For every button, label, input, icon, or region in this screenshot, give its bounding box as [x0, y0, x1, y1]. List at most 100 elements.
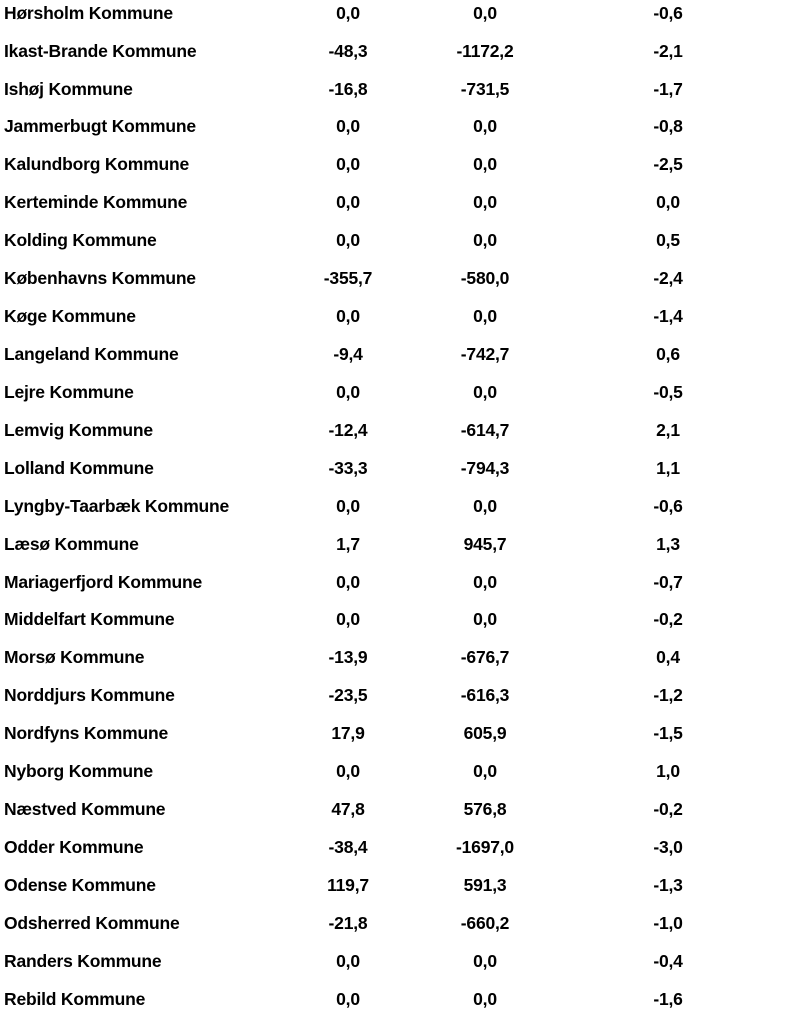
- table-row: Læsø Kommune 1,7 945,7 1,3: [0, 525, 801, 563]
- value-col2: -794,3: [460, 457, 510, 478]
- municipality-name: Lemvig Kommune: [4, 419, 153, 440]
- value-col2: 0,0: [473, 571, 497, 592]
- municipality-name: Odense Kommune: [4, 874, 156, 895]
- value-col3: -2,4: [653, 268, 683, 289]
- value-col3: -1,6: [653, 988, 683, 1009]
- value-col1: -38,4: [328, 836, 368, 857]
- value-col1: 0,0: [336, 154, 360, 175]
- value-col2: -660,2: [460, 912, 510, 933]
- value-col2: 576,8: [463, 799, 507, 820]
- table-row: Københavns Kommune -355,7 -580,0 -2,4: [0, 260, 801, 298]
- municipality-name: Næstved Kommune: [4, 799, 166, 820]
- value-col3: -1,4: [653, 306, 683, 327]
- value-col3: -1,7: [653, 78, 683, 99]
- value-col1: 0,0: [336, 381, 360, 402]
- table-row: Hørsholm Kommune 0,0 0,0 -0,6: [0, 0, 801, 32]
- table-row: Lolland Kommune -33,3 -794,3 1,1: [0, 450, 801, 488]
- value-col2: 0,0: [473, 2, 497, 23]
- municipality-name: Lejre Kommune: [4, 381, 134, 402]
- value-col2: -731,5: [460, 78, 510, 99]
- value-col1: 47,8: [331, 799, 365, 820]
- value-col1: 0,0: [336, 306, 360, 327]
- municipality-name: Hørsholm Kommune: [4, 2, 173, 23]
- value-col2: 0,0: [473, 988, 497, 1009]
- value-col1: -23,5: [328, 685, 368, 706]
- value-col2: 0,0: [473, 381, 497, 402]
- value-col1: 1,7: [336, 533, 360, 554]
- value-col3: -1,2: [653, 685, 683, 706]
- table-row: Odder Kommune -38,4 -1697,0 -3,0: [0, 829, 801, 867]
- table-row: Mariagerfjord Kommune 0,0 0,0 -0,7: [0, 563, 801, 601]
- value-col1: 0,0: [336, 495, 360, 516]
- table-row: Odsherred Kommune -21,8 -660,2 -1,0: [0, 905, 801, 943]
- value-col1: -12,4: [328, 419, 368, 440]
- municipality-name: Ishøj Kommune: [4, 78, 133, 99]
- value-col2: 0,0: [473, 154, 497, 175]
- value-col3: 0,4: [656, 647, 680, 668]
- value-col2: 0,0: [473, 230, 497, 251]
- municipality-name: Odder Kommune: [4, 836, 144, 857]
- table-row: Lyngby-Taarbæk Kommune 0,0 0,0 -0,6: [0, 487, 801, 525]
- value-col1: -13,9: [328, 647, 368, 668]
- municipality-name: Langeland Kommune: [4, 344, 179, 364]
- value-col2: 0,0: [473, 192, 497, 213]
- municipality-name: Kalundborg Kommune: [4, 154, 190, 175]
- table-row: Nyborg Kommune 0,0 0,0 1,0: [0, 753, 801, 791]
- value-col2: -1697,0: [456, 836, 514, 857]
- municipality-name: Kolding Kommune: [4, 230, 157, 251]
- value-col3: -1,5: [653, 723, 683, 744]
- value-col2: 0,0: [473, 950, 497, 971]
- table-row: Langeland Kommune -9,4 -742,7 0,6: [0, 336, 801, 374]
- municipality-name: Lyngby-Taarbæk Kommune: [4, 495, 230, 516]
- municipality-name: Nyborg Kommune: [4, 761, 153, 782]
- value-col1: -16,8: [328, 78, 368, 99]
- value-col2: 605,9: [463, 723, 507, 744]
- value-col3: -1,0: [653, 912, 683, 933]
- value-col3: -1,3: [653, 874, 683, 895]
- table-row: Nordfyns Kommune 17,9 605,9 -1,5: [0, 715, 801, 753]
- municipality-name: Mariagerfjord Kommune: [4, 571, 203, 592]
- value-col1: 0,0: [336, 571, 360, 592]
- value-col1: 0,0: [336, 230, 360, 251]
- value-col1: 0,0: [336, 192, 360, 213]
- value-col3: -2,1: [653, 40, 683, 61]
- table-row: Kolding Kommune 0,0 0,0 0,5: [0, 222, 801, 260]
- value-col1: 0,0: [336, 2, 360, 23]
- municipality-name: Køge Kommune: [4, 306, 136, 327]
- municipality-name: Læsø Kommune: [4, 533, 139, 554]
- value-col3: 1,1: [656, 457, 680, 478]
- value-col3: -0,2: [653, 799, 683, 820]
- value-col3: 1,3: [656, 533, 680, 554]
- table-row: Middelfart Kommune 0,0 0,0 -0,2: [0, 601, 801, 639]
- value-col2: -676,7: [460, 647, 510, 668]
- value-col1: -355,7: [323, 268, 373, 289]
- municipality-name: Ikast-Brande Kommune: [4, 40, 197, 61]
- table-row: Jammerbugt Kommune 0,0 0,0 -0,8: [0, 108, 801, 146]
- table-row: Norddjurs Kommune -23,5 -616,3 -1,2: [0, 677, 801, 715]
- value-col1: 0,0: [336, 988, 360, 1009]
- municipality-name: Nordfyns Kommune: [4, 723, 169, 744]
- value-col3: -0,5: [653, 381, 683, 402]
- table-row: Kerteminde Kommune 0,0 0,0 0,0: [0, 184, 801, 222]
- value-col2: 591,3: [463, 874, 507, 895]
- municipality-name: Jammerbugt Kommune: [4, 116, 196, 137]
- table-row: Odense Kommune 119,7 591,3 -1,3: [0, 867, 801, 905]
- value-col3: 1,0: [656, 761, 680, 782]
- value-col3: -2,5: [653, 154, 683, 175]
- value-col1: 0,0: [336, 116, 360, 137]
- value-col2: 0,0: [473, 116, 497, 137]
- value-col1: 0,0: [336, 761, 360, 782]
- value-col2: 0,0: [473, 761, 497, 782]
- municipality-name: Morsø Kommune: [4, 647, 145, 668]
- value-col2: 0,0: [473, 495, 497, 516]
- value-col3: -0,2: [653, 609, 683, 630]
- municipality-name: Rebild Kommune: [4, 988, 146, 1009]
- value-col3: 2,1: [656, 419, 680, 440]
- value-col1: 119,7: [327, 874, 369, 895]
- table-row: Randers Kommune 0,0 0,0 -0,4: [0, 943, 801, 981]
- value-col3: -0,4: [653, 950, 683, 971]
- value-col2: -616,3: [460, 685, 510, 706]
- table-row: Næstved Kommune 47,8 576,8 -0,2: [0, 791, 801, 829]
- value-col3: -3,0: [653, 836, 683, 857]
- municipality-name: Odsherred Kommune: [4, 912, 180, 933]
